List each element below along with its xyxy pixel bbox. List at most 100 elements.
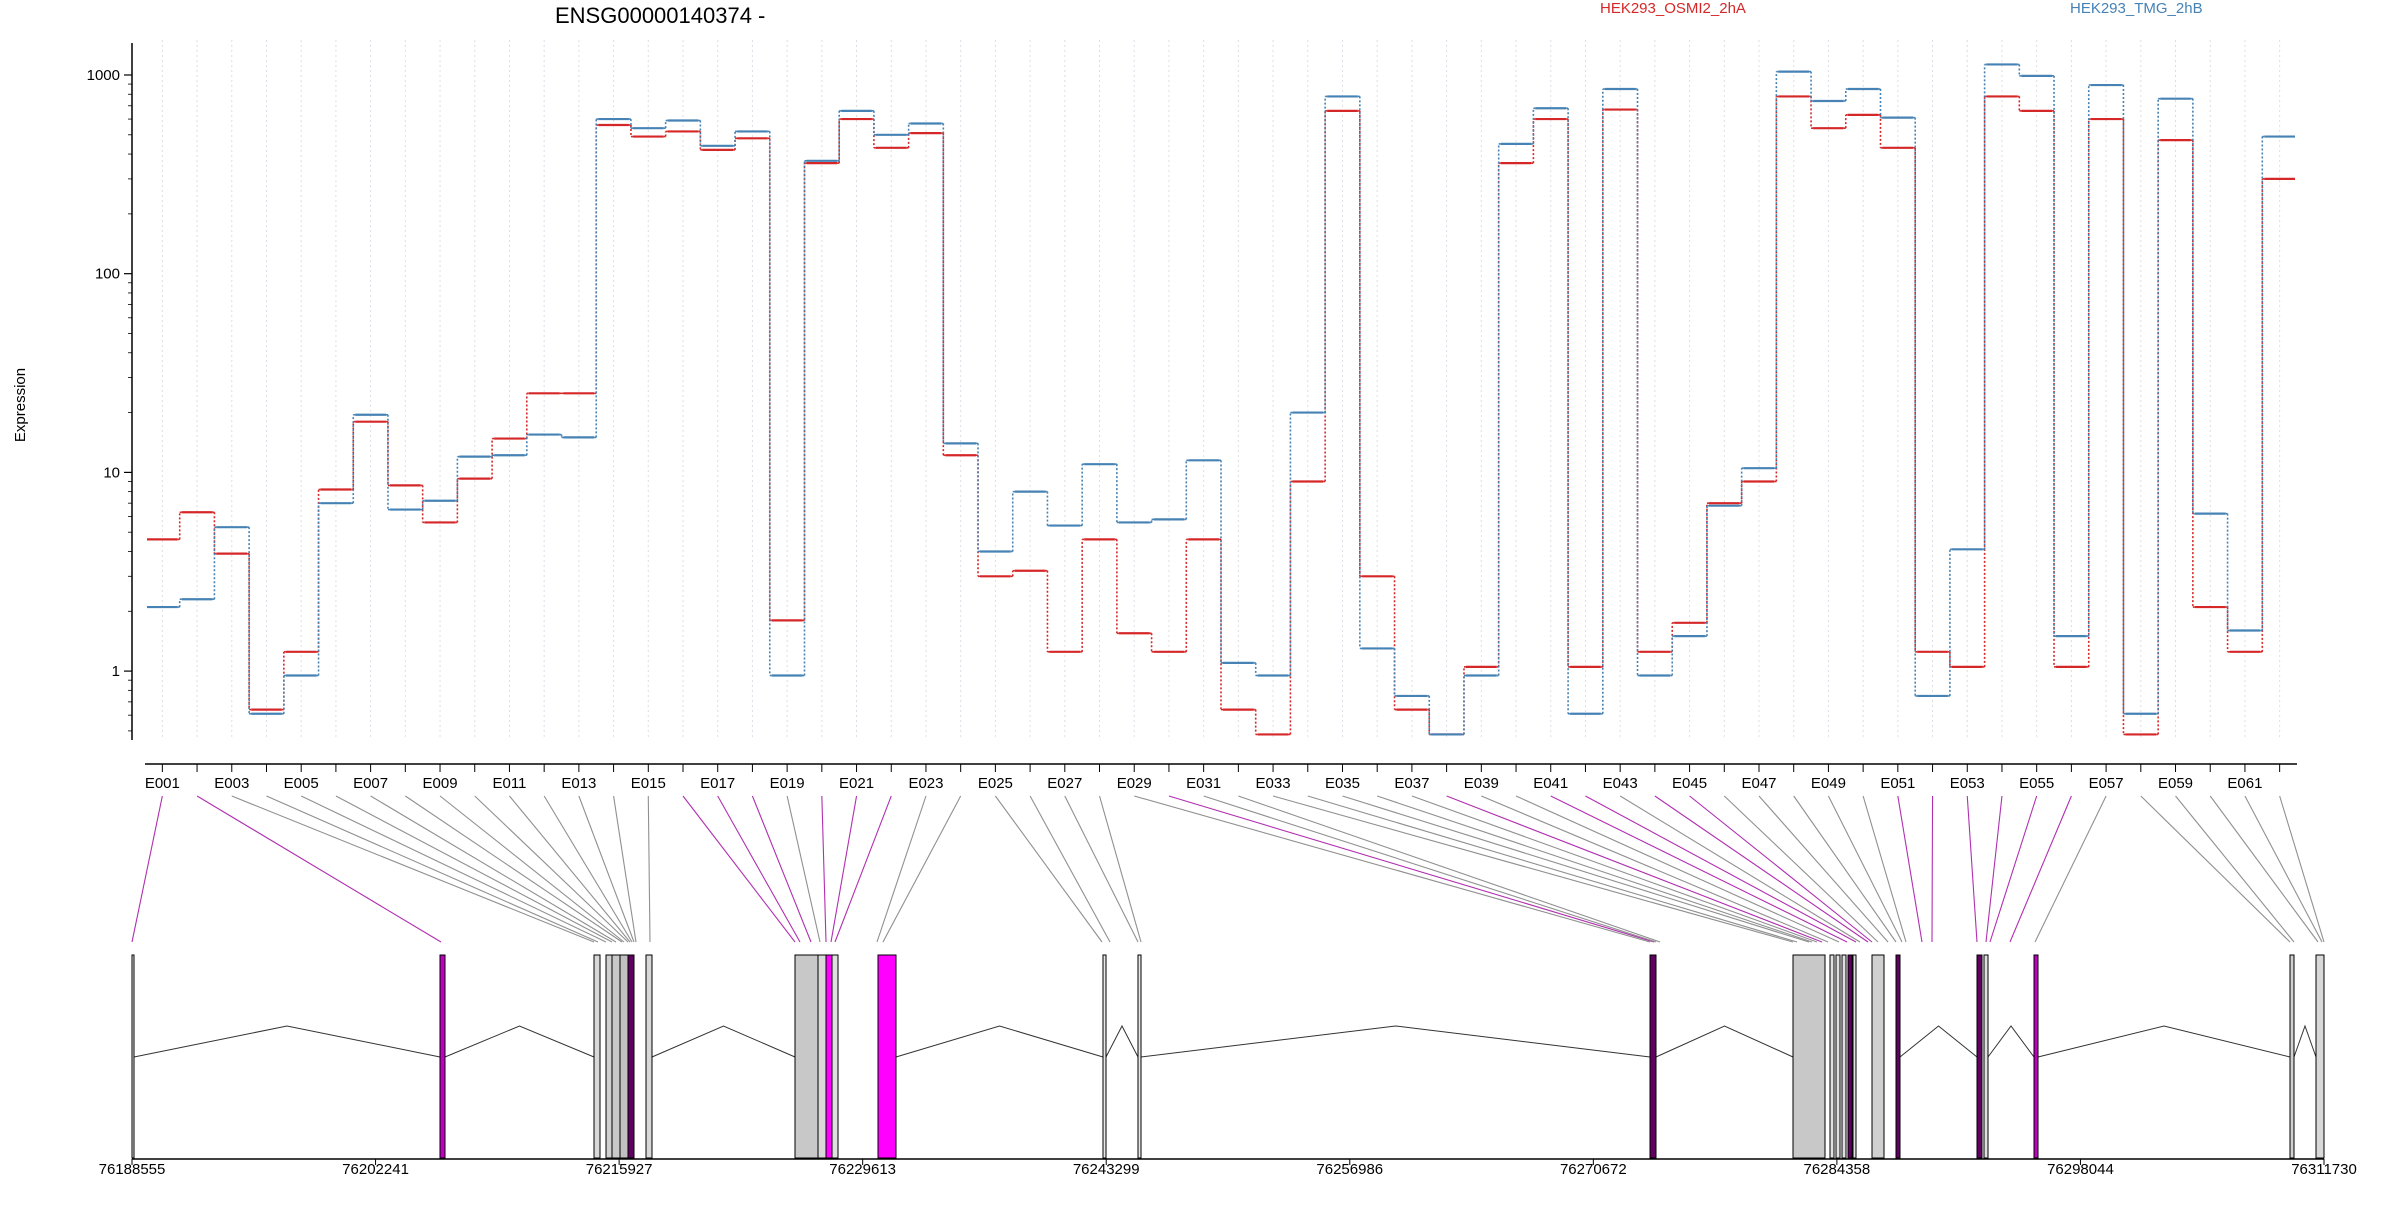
exon-connector-line — [1377, 795, 1813, 943]
exon-tick-label: E037 — [1394, 775, 1429, 792]
exon-connector-line — [543, 795, 633, 943]
genomic-tick-label: 76270672 — [1560, 1161, 1627, 1178]
exon-block — [627, 954, 635, 1159]
exon-tick-label: E057 — [2089, 775, 2124, 792]
exon-tick-label: E007 — [353, 775, 388, 792]
intron-line — [1140, 1025, 1651, 1058]
exon-connector-line — [647, 795, 651, 943]
exon-tick-label: E015 — [631, 775, 666, 792]
exon-tick-label: E025 — [978, 775, 1013, 792]
exon-connector-line — [2209, 795, 2319, 943]
exon-tick-label: E033 — [1256, 775, 1291, 792]
exon-connector-line — [834, 795, 892, 943]
exon-tick-label: E005 — [284, 775, 319, 792]
exon-tick-label: E059 — [2158, 775, 2193, 792]
intron-line — [1105, 1024, 1139, 1058]
exon-connector-line — [1446, 795, 1823, 943]
exon-block — [825, 954, 833, 1159]
exon-connector-line — [2009, 795, 2072, 943]
series-HEK293_TMG_2hB — [147, 63, 2295, 736]
exon-block — [1895, 954, 1901, 1159]
exon-connector-line — [821, 795, 827, 943]
intron-line — [1655, 1025, 1794, 1058]
exon-tick-label: E011 — [492, 775, 526, 792]
exon-connector-line — [439, 795, 625, 943]
exon-block — [1847, 954, 1853, 1159]
y-tick-label: 100 — [95, 266, 120, 283]
exon-tick-label: E043 — [1603, 775, 1638, 792]
exon-block — [593, 954, 601, 1159]
chart-title: ENSG00000140374 - — [555, 3, 765, 28]
y-axis-ticks: 1 10 100 1000 — [87, 67, 132, 732]
exon-connector-line — [2279, 795, 2325, 943]
exon-block — [2315, 954, 2325, 1159]
exon-block — [1102, 954, 1107, 1159]
exon-connector-line — [1029, 795, 1111, 943]
genomic-coordinate-axis: 76188555 76202241 76215927 76229613 76243299… — [99, 1158, 2357, 1178]
exon-tick-label: E035 — [1325, 775, 1360, 792]
exon-connector-line — [994, 795, 1103, 943]
exon-connector-line — [1515, 795, 1840, 943]
exon-connector-line — [1585, 795, 1857, 943]
exon-tick-label: E009 — [423, 775, 458, 792]
exon-connector-line — [717, 795, 801, 943]
exon-block — [1871, 954, 1885, 1159]
exon-tick-label: E051 — [1880, 775, 1915, 792]
exon-block — [439, 954, 446, 1159]
intron-line — [133, 1025, 441, 1058]
exon-connector-line — [370, 795, 617, 943]
y-tick-label: 10 — [103, 464, 120, 481]
exon-tick-label: E061 — [2227, 775, 2262, 792]
exon-connector-line — [613, 795, 637, 943]
exon-connector-line — [2244, 795, 2323, 943]
exon-connector-line — [751, 795, 812, 943]
exon-tick-label: E017 — [700, 775, 735, 792]
exon-block — [131, 954, 135, 1159]
exon-tick-label: E039 — [1464, 775, 1499, 792]
exon-connector-line — [1272, 795, 1794, 943]
exon-connector-line — [1862, 795, 1907, 943]
exon-block — [611, 954, 621, 1159]
exon-connector-line — [786, 795, 821, 943]
exon-tick-label: E019 — [770, 775, 805, 792]
y-tick-label: 1 — [112, 663, 120, 680]
exon-tick-label: E027 — [1047, 775, 1082, 792]
exon-connector-line — [1342, 795, 1810, 943]
exon-connector-line — [1723, 795, 1879, 943]
exon-connector-line — [1689, 795, 1873, 943]
exon-tick-label: E049 — [1811, 775, 1846, 792]
exon-block — [1852, 954, 1857, 1159]
genomic-tick-label: 76256986 — [1316, 1161, 1383, 1178]
exon-tick-label: E003 — [214, 775, 249, 792]
exon-connector-line — [335, 795, 613, 943]
series-HEK293_OSMI2_2hA — [147, 95, 2295, 736]
exon-axis-ticks: E001 E003 E005 E007 E009 E011 E013 E015 E017 E019… — [145, 764, 2281, 792]
exon-connector-line — [876, 795, 927, 943]
exon-block — [877, 954, 897, 1159]
exon-tick-label: E053 — [1950, 775, 1985, 792]
y-tick-label: 1000 — [87, 67, 120, 84]
exon-connector-line — [1989, 795, 2038, 943]
exon-connector-line — [1758, 795, 1889, 943]
exon-connector-line — [1966, 795, 1978, 943]
genomic-tick-label: 76215927 — [586, 1161, 653, 1178]
intron-line — [2293, 1024, 2317, 1058]
exon-connector-line — [2175, 795, 2295, 943]
exon-connector-line — [1134, 795, 1651, 943]
exon-connector-line — [1307, 795, 1798, 943]
y-axis-label: Expression — [12, 368, 29, 442]
exon-connector-line — [1619, 795, 1861, 943]
exon-connector-line — [682, 795, 796, 943]
exon-connector-line — [1793, 795, 1897, 943]
exon-tick-label: E021 — [839, 775, 874, 792]
exon-tick-label: E041 — [1533, 775, 1568, 792]
expression-series — [147, 63, 2295, 736]
exon-block — [1137, 954, 1142, 1159]
intron-line — [651, 1025, 796, 1058]
intron-line — [895, 1025, 1104, 1058]
exon-tick-label: E023 — [908, 775, 943, 792]
exon-connector-line — [1203, 795, 1657, 943]
exon-connector-line — [266, 795, 599, 943]
exon-connector-line — [509, 795, 631, 943]
